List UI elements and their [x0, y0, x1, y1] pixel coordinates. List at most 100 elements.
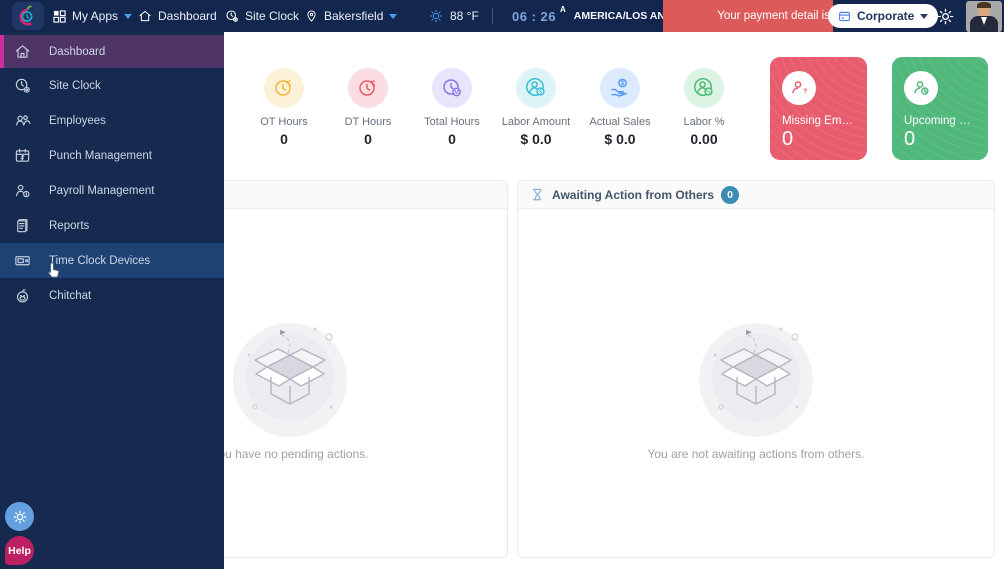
stat-value: 0.00	[690, 131, 718, 147]
nav-label: Bakersfield	[324, 9, 384, 23]
stat-value: 0	[448, 131, 456, 147]
svg-text:$: $	[621, 81, 625, 87]
stat-label: DT Hours	[344, 116, 392, 128]
sidebar-item-label: Site Clock	[49, 79, 101, 92]
stat-value: 0	[280, 131, 288, 147]
sidebar-item-label: Chitchat	[49, 289, 92, 302]
stat-labor-amount: $ Labor Amount $ 0.0	[494, 68, 578, 147]
sun-icon	[429, 9, 443, 23]
sidebar-item-payroll-management[interactable]: Payroll Management	[0, 173, 224, 208]
stat-label: Labor %	[683, 116, 725, 128]
stat-labor-percent: % Labor % 0.00	[662, 68, 746, 147]
nav-location-bakersfield[interactable]: Bakersfield	[305, 0, 398, 32]
payroll-management-icon	[14, 182, 31, 199]
stat-label: Actual Sales	[589, 116, 651, 128]
upcoming-shifts-card[interactable]: Upcoming Shift(s) 0	[892, 57, 988, 160]
chevron-down-icon	[920, 14, 929, 19]
org-selector[interactable]: Corporate	[828, 4, 939, 28]
upcoming-shift-icon	[904, 71, 938, 105]
reports-icon	[14, 217, 31, 234]
stat-dt-hours: DT Hours 0	[326, 68, 410, 147]
dt-hours-clock-icon	[348, 68, 388, 108]
ot-hours-clock-icon	[264, 68, 304, 108]
home-icon	[14, 43, 31, 60]
card-value: 0	[904, 128, 916, 150]
gear-icon	[12, 509, 27, 524]
stat-total-hours: M Total Hours 0	[410, 68, 494, 147]
stat-actual-sales: $ Actual Sales $ 0.0	[578, 68, 662, 147]
svg-text:M: M	[454, 90, 459, 96]
card-value: 0	[782, 128, 794, 150]
missing-employees-card[interactable]: ? Missing Employe... 0	[770, 57, 867, 160]
punch-management-icon	[14, 147, 31, 164]
user-avatar[interactable]	[966, 1, 1002, 32]
stats-row: OT Hours 0 DT Hours 0 M Total Hours 0 $	[242, 68, 746, 147]
stat-label: Total Hours	[424, 116, 480, 128]
sidebar: Dashboard Site Clock Employees Punch Man…	[0, 32, 224, 569]
card-title: Upcoming Shift(s)	[904, 115, 976, 127]
awaiting-count-badge: 0	[721, 185, 740, 204]
employees-icon	[14, 112, 31, 129]
nav-site-clock[interactable]: Site Clock	[225, 0, 299, 32]
sidebar-item-label: Payroll Management	[49, 184, 155, 197]
pending-empty-text: You have no pending actions.	[211, 447, 369, 461]
chevron-down-icon	[389, 14, 398, 19]
nav-label: Site Clock	[245, 9, 300, 23]
nav-label: My Apps	[72, 9, 119, 23]
help-button[interactable]: Help	[5, 536, 34, 565]
app-logo[interactable]	[12, 2, 44, 30]
nav-my-apps[interactable]: My Apps	[53, 0, 133, 32]
grid-icon	[53, 9, 66, 23]
nav-label: Dashboard	[158, 9, 217, 23]
total-hours-clock-icon: M	[432, 68, 472, 108]
nav-dashboard[interactable]: Dashboard	[138, 0, 217, 32]
empty-box-illustration	[699, 323, 813, 437]
actual-sales-hand-coin-icon: $	[600, 68, 640, 108]
stat-value: 0	[364, 131, 372, 147]
home-icon	[139, 10, 151, 22]
stat-value: $ 0.0	[604, 131, 636, 147]
header-divider	[492, 8, 493, 24]
sidebar-item-label: Employees	[49, 114, 106, 127]
help-label: Help	[8, 544, 31, 557]
sidebar-item-site-clock[interactable]: Site Clock	[0, 68, 224, 103]
sidebar-item-label: Reports	[49, 219, 90, 232]
org-building-icon	[839, 10, 850, 21]
awaiting-empty-text: You are not awaiting actions from others…	[647, 447, 865, 461]
clock-icon	[226, 10, 238, 22]
time-value: 06 : 26	[512, 8, 556, 24]
chevron-down-icon	[124, 14, 133, 19]
time-clock-device-icon	[14, 252, 31, 269]
sidebar-item-employees[interactable]: Employees	[0, 103, 224, 138]
settings-gear-icon[interactable]	[936, 7, 955, 26]
sidebar-item-label: Punch Management	[49, 149, 152, 162]
card-title: Missing Employe...	[782, 115, 855, 127]
stat-label: OT Hours	[260, 116, 308, 128]
svg-text:$: $	[539, 90, 542, 96]
svg-text:?: ?	[803, 89, 807, 96]
awaiting-actions-body: You are not awaiting actions from others…	[518, 209, 994, 461]
empty-box-illustration	[233, 323, 347, 437]
berry-logo-icon	[19, 5, 37, 26]
sidebar-item-label: Dashboard	[49, 45, 106, 58]
sidebar-item-reports[interactable]: Reports	[0, 208, 224, 243]
temperature-label: 88 °F	[450, 9, 479, 23]
sidebar-item-time-clock-devices[interactable]: Time Clock Devices	[0, 243, 224, 278]
stat-ot-hours: OT Hours 0	[242, 68, 326, 147]
payment-alert-banner[interactable]: Your payment detail is	[663, 0, 833, 32]
awaiting-actions-header: Awaiting Action from Others 0	[518, 181, 994, 209]
sidebar-item-punch-management[interactable]: Punch Management	[0, 138, 224, 173]
panel-title: Awaiting Action from Others	[552, 187, 715, 202]
sidebar-settings-button[interactable]	[5, 502, 34, 531]
pending-actions-body: You have no pending actions.	[73, 209, 507, 461]
weather-display: 88 °F	[428, 0, 479, 32]
site-clock-icon	[14, 77, 31, 94]
top-bar: My Apps Dashboard Site Clock Bakersfield…	[0, 0, 1004, 32]
sidebar-item-chitchat[interactable]: Chitchat	[0, 278, 224, 313]
location-pin-icon	[307, 10, 316, 22]
stat-value: $ 0.0	[520, 131, 552, 147]
sidebar-item-dashboard[interactable]: Dashboard	[0, 35, 224, 68]
time-meridiem: A	[559, 5, 566, 14]
svg-text:%: %	[706, 89, 711, 95]
